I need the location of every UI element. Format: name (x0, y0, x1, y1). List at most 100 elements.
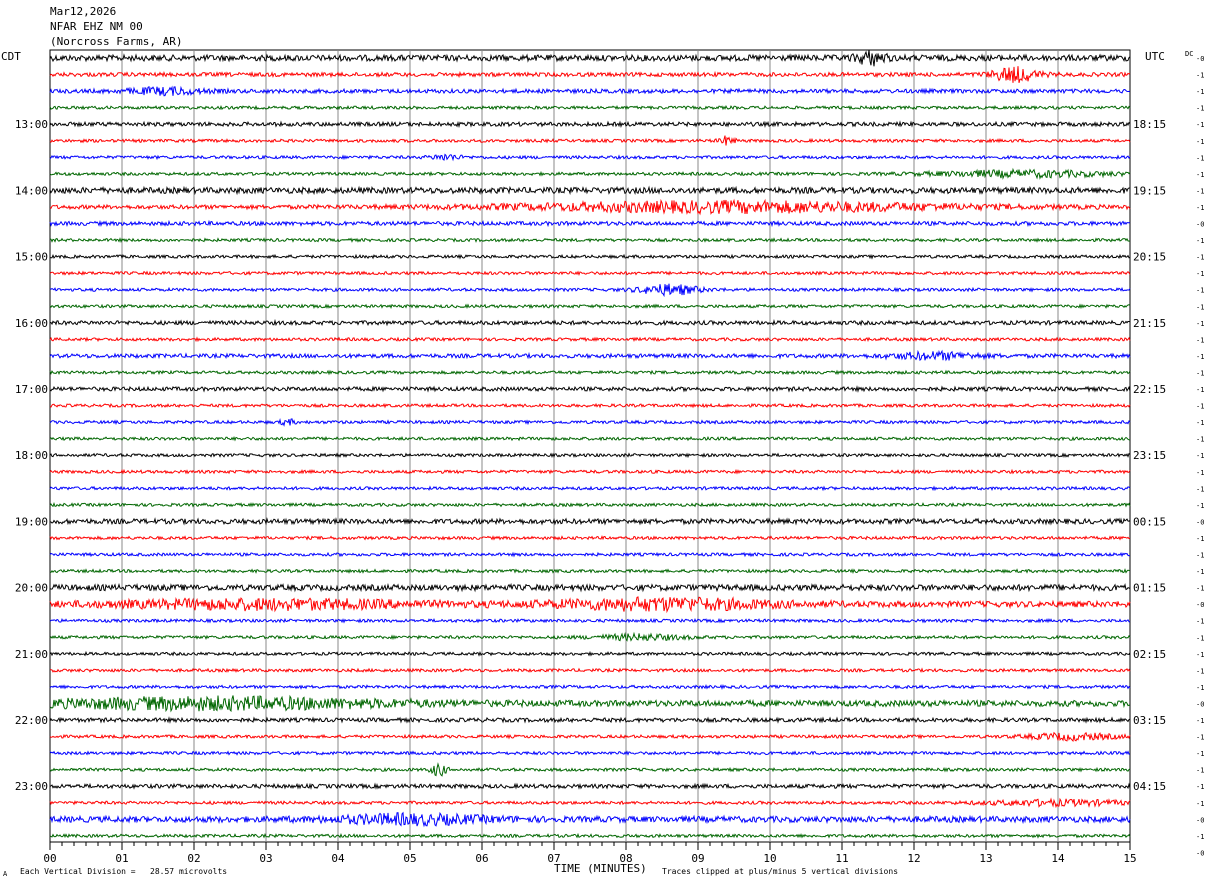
left-hour-label: 23:00 (15, 780, 48, 793)
dc-offset-label: -0 (1196, 816, 1204, 824)
x-tick-label: 05 (403, 852, 416, 865)
seismic-trace (49, 385, 1131, 393)
dc-offset-label: -1 (1196, 171, 1204, 179)
right-hour-label: 20:15 (1133, 251, 1166, 264)
left-timezone-label: CDT (1, 50, 21, 63)
dc-offset-label: -1 (1196, 419, 1204, 427)
dc-offset-label: -1 (1196, 386, 1204, 394)
dc-offset-label: -1 (1196, 667, 1204, 675)
left-hour-label: 20:00 (15, 582, 48, 595)
header-station: NFAR EHZ NM 00 (50, 20, 143, 33)
dc-offset-label: -1 (1196, 800, 1204, 808)
seismic-trace (49, 551, 1130, 558)
seismic-trace (49, 568, 1131, 575)
right-timezone-label: UTC (1145, 50, 1165, 63)
dc-offset-label: -1 (1196, 452, 1204, 460)
seismic-trace (49, 104, 1131, 111)
seismic-trace (49, 582, 1131, 593)
x-tick-label: 13 (979, 852, 992, 865)
dc-offset-label: -0 (1196, 849, 1204, 857)
seismic-trace (49, 66, 1131, 84)
dc-offset-label: -1 (1196, 287, 1204, 295)
x-tick-label: 02 (187, 852, 200, 865)
left-hour-label: 19:00 (15, 515, 48, 528)
clip-note: Traces clipped at plus/minus 5 vertical … (662, 867, 899, 876)
dc-offset-label: -1 (1196, 651, 1204, 659)
seismic-trace (49, 303, 1131, 310)
dc-offset-label: -0 (1196, 601, 1204, 609)
seismic-trace (49, 683, 1131, 690)
x-tick-label: 00 (43, 852, 56, 865)
seismic-trace (49, 153, 1131, 162)
dc-offset-label: -1 (1196, 535, 1204, 543)
left-hour-label: 22:00 (15, 714, 48, 727)
seismic-trace (49, 135, 1131, 146)
dc-offset-label: -1 (1196, 568, 1204, 576)
dc-offset-label: -1 (1196, 403, 1204, 411)
x-tick-label: 10 (763, 852, 776, 865)
seismic-trace (49, 750, 1131, 756)
seismic-trace (49, 501, 1131, 508)
dc-offset-label: -1 (1196, 138, 1204, 146)
right-hour-label: 18:15 (1133, 118, 1166, 131)
dc-offset-label: -1 (1196, 254, 1204, 262)
seismic-trace (49, 120, 1131, 129)
seismic-trace (49, 435, 1131, 442)
dc-offset-label: -1 (1196, 833, 1204, 841)
seismic-trace (49, 694, 1131, 713)
x-tick-label: 07 (547, 852, 560, 865)
x-tick-label: 15 (1123, 852, 1136, 865)
seismic-trace (49, 716, 1131, 724)
dc-offset-label: -1 (1196, 336, 1204, 344)
left-hour-label: 17:00 (15, 383, 48, 396)
dc-offset-label: -1 (1196, 469, 1204, 477)
seismic-trace (49, 617, 1131, 624)
dc-offset-label: -1 (1196, 502, 1204, 510)
dc-offset-label: -1 (1196, 270, 1204, 278)
x-tick-label: 04 (331, 852, 345, 865)
seismic-trace (49, 832, 1131, 839)
seismic-trace (49, 402, 1131, 409)
right-hour-label: 22:15 (1133, 383, 1166, 396)
scale-note: Each Vertical Division = 28.57 microvolt… (20, 867, 228, 876)
seismic-trace (49, 85, 1131, 97)
right-hour-label: 23:15 (1133, 449, 1166, 462)
dc-offset-label: -1 (1196, 750, 1204, 758)
dc-offset-label: -1 (1196, 204, 1204, 212)
dc-offset-label: -1 (1196, 552, 1204, 560)
dc-offset-label: -1 (1196, 320, 1204, 328)
seismic-trace (49, 452, 1131, 459)
seismic-trace (49, 731, 1131, 742)
dc-offset-label: -1 (1196, 154, 1204, 162)
left-hour-label: 21:00 (15, 648, 48, 661)
right-hour-label: 04:15 (1133, 780, 1166, 793)
header-location: (Norcross Farms, AR) (50, 35, 183, 48)
seismic-trace (49, 237, 1131, 243)
seismic-trace (49, 811, 1131, 828)
dc-offset-label: -0 (1196, 221, 1204, 229)
dc-offset-label: -1 (1196, 684, 1204, 692)
dc-offset-label: -1 (1196, 585, 1204, 593)
seismic-trace (49, 417, 1131, 427)
dc-offset-label: -1 (1196, 187, 1204, 195)
dc-offset-label: -1 (1196, 634, 1204, 642)
x-tick-label: 03 (259, 852, 272, 865)
x-tick-label: 14 (1051, 852, 1065, 865)
dc-offset-label: -0 (1196, 518, 1204, 526)
header-date: Mar12,2026 (50, 5, 117, 18)
x-tick-label: 11 (835, 852, 848, 865)
right-hour-label: 01:15 (1133, 582, 1166, 595)
dc-offset-label: -1 (1196, 369, 1204, 377)
dc-offset-label: -1 (1196, 237, 1204, 245)
seismic-trace (49, 253, 1131, 260)
dc-offset-label: -1 (1196, 717, 1204, 725)
dc-offset-label: -1 (1196, 121, 1204, 129)
right-hour-label: 00:15 (1133, 515, 1166, 528)
seismic-trace (49, 349, 1131, 362)
x-tick-label: 08 (619, 852, 632, 865)
left-hour-label: 16:00 (15, 317, 48, 330)
dc-offset-label: -1 (1196, 72, 1204, 80)
seismic-trace (49, 535, 1131, 541)
seismic-trace (49, 762, 1131, 777)
seismic-trace (49, 219, 1131, 228)
